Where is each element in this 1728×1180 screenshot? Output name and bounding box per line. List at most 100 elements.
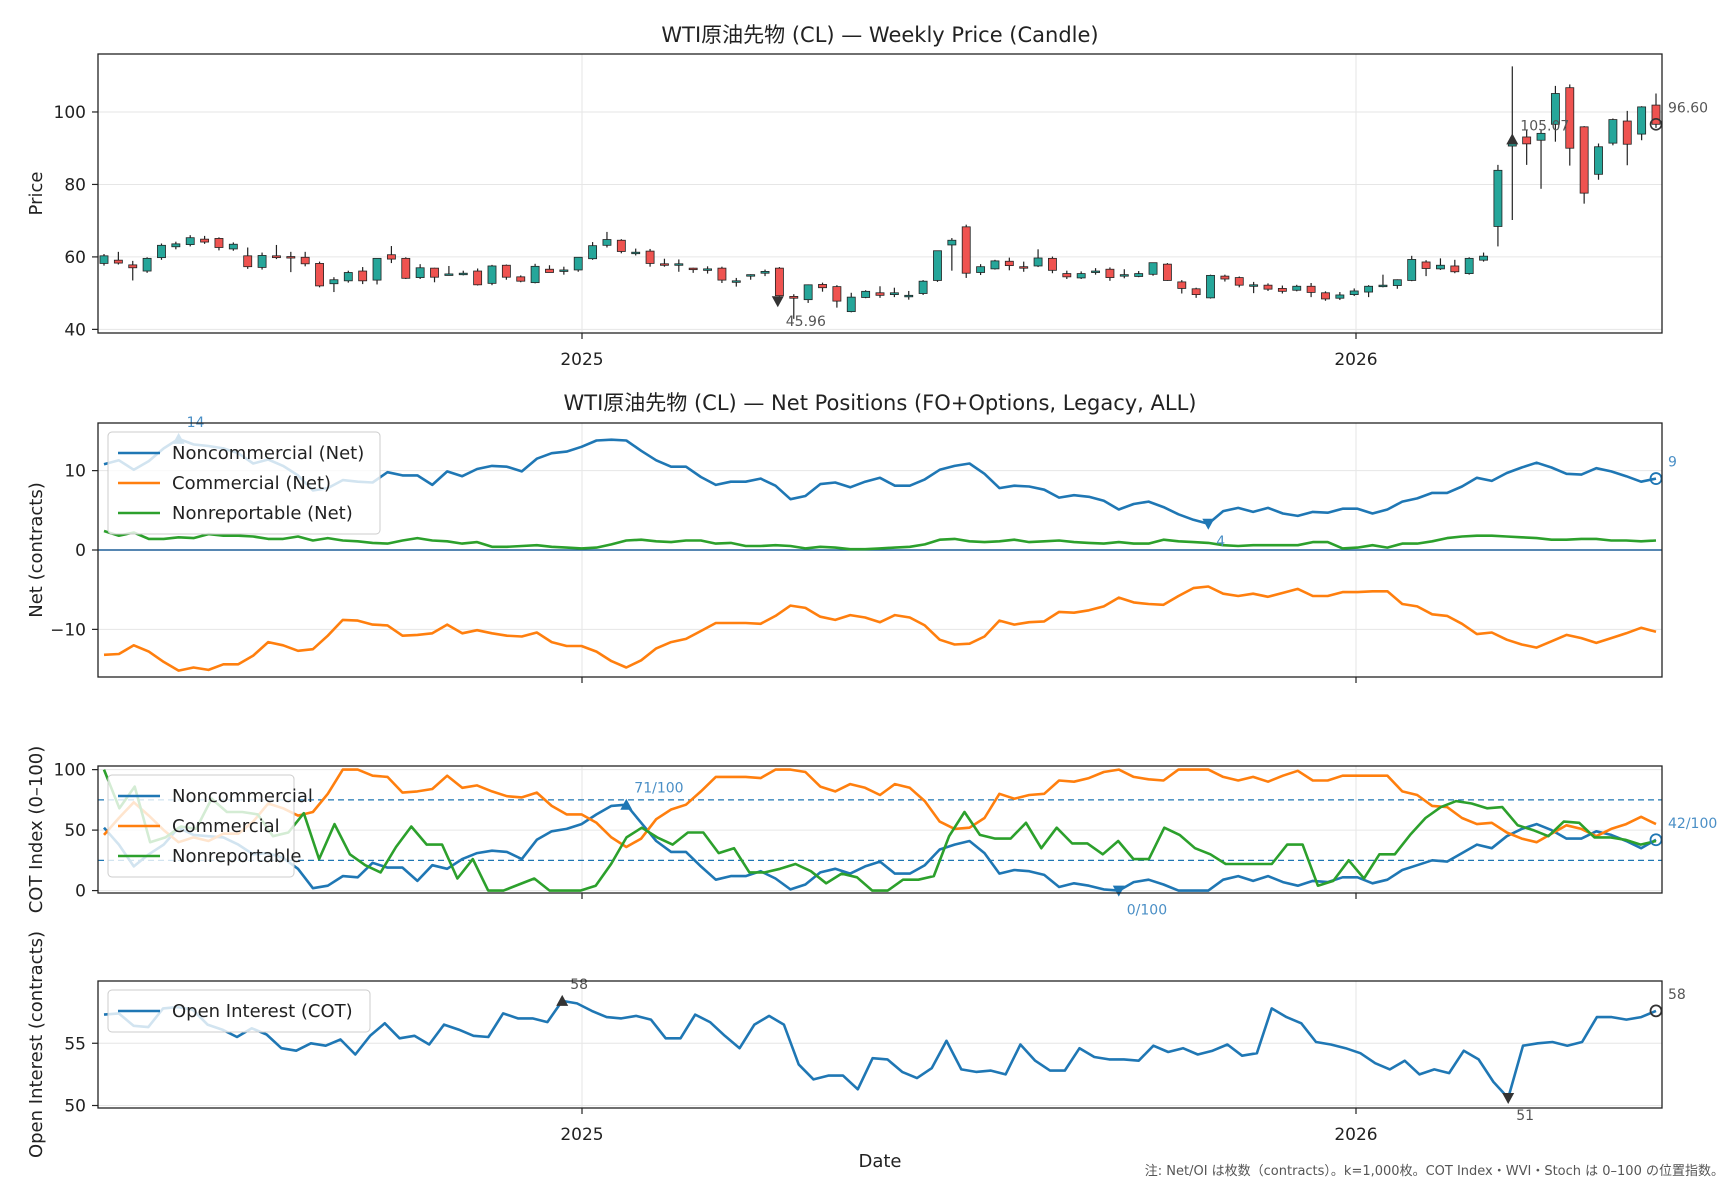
candle-96: [1479, 252, 1488, 262]
candle-87: [1349, 288, 1359, 297]
candle-84: [1306, 282, 1316, 298]
candle-54: [875, 286, 885, 298]
y-tick-label-0: −10: [50, 620, 86, 640]
candle-3: [142, 257, 152, 273]
candle-57: [918, 280, 928, 295]
candle-86: [1335, 292, 1345, 301]
candle-16: [329, 277, 339, 293]
candle-19: [372, 257, 382, 285]
candle-63: [1004, 257, 1014, 271]
cot-ylabel: COT Index (0–100): [26, 746, 47, 914]
candle-85: [1321, 291, 1330, 301]
last-label: 42/100: [1668, 816, 1717, 832]
max-label: 105.07: [1520, 118, 1569, 134]
candle-82: [1277, 285, 1287, 294]
candle-104: [1594, 143, 1603, 180]
oi-y-ticks: 50 55: [64, 1034, 1357, 1117]
candle-31: [545, 265, 554, 273]
candle-92: [1421, 260, 1431, 277]
price-annotations: 105.07 45.96 96.60: [771, 100, 1708, 330]
series-line-0: [103, 803, 1657, 892]
candle-29: [516, 275, 526, 283]
candle-53: [861, 290, 871, 299]
candle-8: [214, 237, 224, 251]
oi-legend: Open Interest (COT): [107, 989, 371, 1033]
y-tick-label-0: 0: [75, 882, 86, 902]
candle-1: [113, 251, 123, 265]
candle-14: [300, 251, 310, 267]
max-label: 58: [570, 977, 588, 993]
candle-61: [976, 264, 986, 276]
candle-46: [760, 269, 770, 277]
legend-entry-1: Commercial (Net): [172, 473, 331, 494]
candle-25: [458, 270, 468, 276]
candle-48: [789, 294, 799, 319]
y-tick-label-1: 60: [64, 248, 86, 268]
candle-90: [1392, 279, 1402, 289]
candle-27: [487, 264, 497, 286]
candle-11: [257, 252, 267, 270]
candle-95: [1464, 257, 1474, 275]
net-legend: Noncommercial (Net) Commercial (Net) Nonre…: [107, 431, 381, 535]
series-line-2: [102, 769, 1657, 892]
candle-97: [1493, 164, 1503, 247]
price-axes-frame: [97, 53, 1663, 334]
legend-entry-2: Nonreportable (Net): [172, 503, 353, 524]
candle-68: [1076, 271, 1086, 280]
price-panel: WTI原油先物 (CL) — Weekly Price (Candle) 105…: [26, 23, 1708, 370]
candle-62: [990, 259, 1000, 270]
candle-56: [904, 290, 914, 300]
y-tick-label-1: 55: [64, 1034, 86, 1054]
max-marker: [1506, 133, 1519, 145]
oi-axes-frame: [97, 980, 1663, 1109]
min-marker: [1502, 1093, 1515, 1105]
series-line-1: [103, 768, 1657, 849]
legend-box: [107, 989, 371, 1033]
net-title: WTI原油先物 (CL) — Net Positions (FO+Options…: [564, 391, 1197, 415]
candle-5: [171, 241, 181, 250]
price-title: WTI原油先物 (CL) — Weekly Price (Candle): [661, 23, 1098, 47]
candle-0: [99, 254, 109, 266]
candle-72: [1134, 271, 1144, 278]
cot-y-ticks: 0 50 100: [54, 761, 1357, 902]
candle-33: [573, 256, 583, 272]
candle-52: [846, 292, 856, 313]
candle-38: [645, 248, 655, 267]
last-label: 58: [1668, 987, 1686, 1003]
net-lines: [98, 437, 1662, 672]
candle-65: [1033, 249, 1043, 268]
last-label: 96.60: [1668, 100, 1708, 116]
price-xtick-2026: 2026: [1334, 350, 1377, 370]
candle-47: [774, 267, 784, 297]
cot-axes-frame: [97, 765, 1663, 894]
y-tick-label-1: 0: [75, 541, 86, 561]
candle-105: [1608, 118, 1618, 146]
price-y-ticks: 40 60 80 100: [54, 103, 1357, 340]
y-tick-label-1: 50: [64, 821, 86, 841]
candle-102: [1565, 84, 1575, 166]
candle-9: [228, 242, 238, 251]
oi-xtick-2026: 2026: [1334, 1125, 1377, 1145]
oi-line: [103, 999, 1657, 1100]
candle-23: [430, 267, 439, 283]
oi-xtick-2025: 2025: [560, 1125, 603, 1145]
candle-45: [746, 274, 756, 280]
candle-44: [731, 277, 741, 287]
y-tick-label-2: 100: [54, 761, 86, 781]
candle-43: [717, 266, 727, 283]
candle-15: [315, 261, 324, 288]
candle-99: [1522, 130, 1532, 165]
candle-22: [415, 264, 425, 280]
net-y-ticks: −10 0 10: [50, 462, 1357, 683]
candle-69: [1091, 268, 1100, 275]
max-marker: [556, 994, 569, 1006]
price-ylabel: Price: [26, 172, 47, 216]
candle-41: [688, 267, 698, 273]
candle-4: [157, 243, 166, 260]
candle-42: [703, 266, 712, 274]
cot-panel: 71/100 0/100 42/100 0 50 100 COT Index (0–10…: [26, 746, 1717, 919]
candle-81: [1263, 283, 1273, 291]
y-tick-label-3: 100: [54, 103, 86, 123]
candle-80: [1249, 281, 1259, 294]
